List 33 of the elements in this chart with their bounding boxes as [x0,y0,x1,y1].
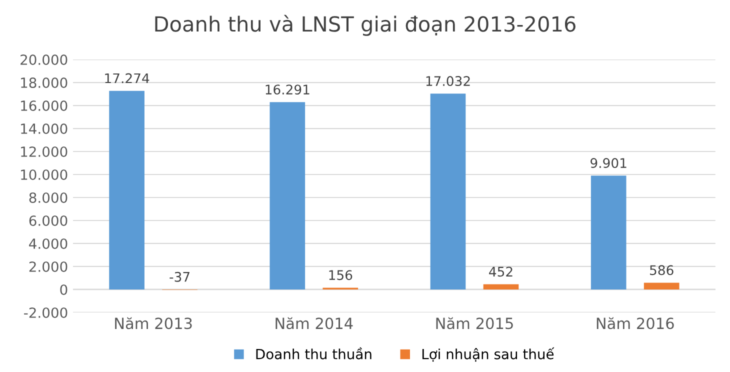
y-tick-label: 8.000 [29,192,68,203]
bar [109,90,144,290]
bar [590,176,626,290]
legend-label: Doanh thu thuần [256,347,372,360]
x-tick-label: Năm 2015 [436,317,513,330]
legend-label: Lợi nhuận sau thuế [422,347,554,362]
data-label: 17.032 [426,76,470,86]
bar [270,102,306,290]
x-tick-label: Năm 2013 [115,317,192,330]
y-tick-label: 18.000 [21,77,68,88]
bar [430,94,466,290]
y-tick-label: 10.000 [21,169,68,180]
y-tick-label: 6.000 [29,215,68,226]
data-label: -37 [170,272,190,282]
y-tick-label: 2.000 [29,261,68,272]
data-label: 586 [650,265,674,276]
y-tick-label: -2.000 [24,307,68,318]
y-tick-label: 0 [60,284,68,295]
x-tick-label: Năm 2016 [596,317,674,330]
data-label: 9.901 [590,158,626,168]
data-label: 452 [489,266,512,277]
chart-title: Doanh thu và LNST giai đoạn 2013-2016 [155,14,576,36]
y-tick-label: 12.000 [21,146,68,157]
y-tick-label: 14.000 [21,123,68,134]
y-tick-label: 20.000 [20,54,68,65]
y-tick-label: 16.000 [21,100,68,111]
y-tick-label: 4.000 [29,238,68,249]
data-label: 16.291 [266,84,310,95]
data-label: 156 [329,270,352,280]
data-label: 17.274 [105,73,150,84]
bar [644,282,680,290]
bar [483,284,519,290]
x-tick-label: Năm 2014 [276,317,353,330]
